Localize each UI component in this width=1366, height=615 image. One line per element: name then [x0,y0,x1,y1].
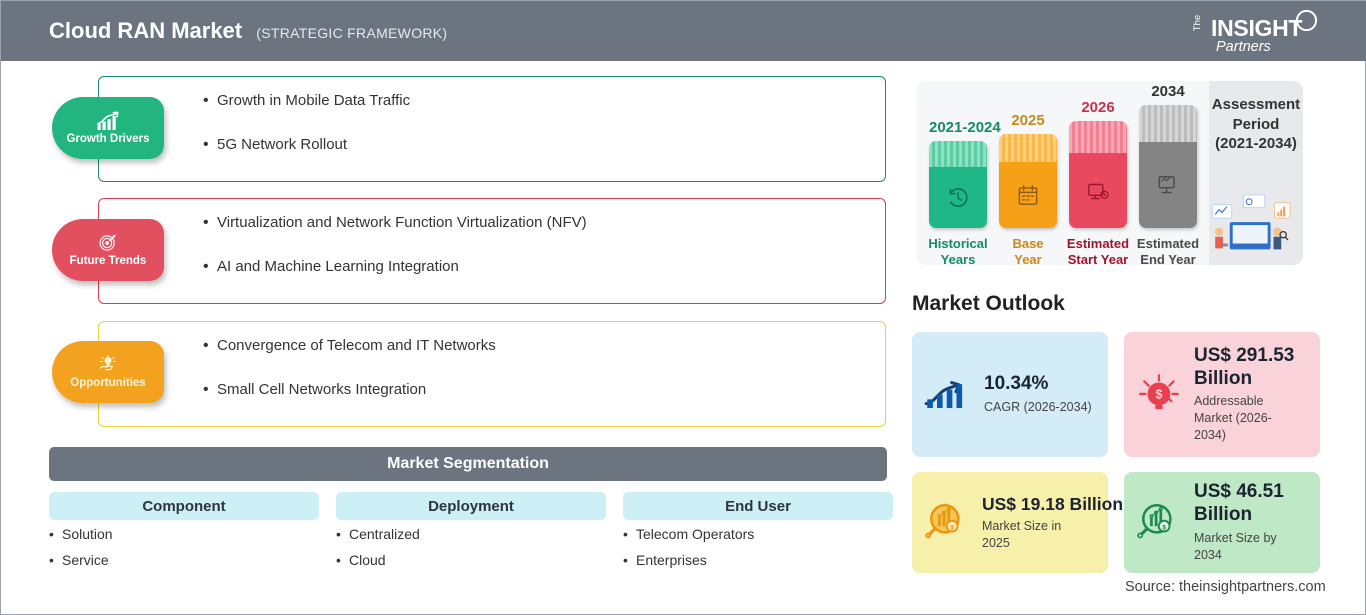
svg-text:$: $ [1162,524,1166,531]
svg-text:Partners: Partners [1216,39,1271,55]
svg-text:$: $ [1155,387,1162,401]
svg-text:$: $ [950,524,954,531]
svg-text:The: The [1192,15,1203,31]
svg-text:INSIGHT: INSIGHT [1211,15,1302,41]
